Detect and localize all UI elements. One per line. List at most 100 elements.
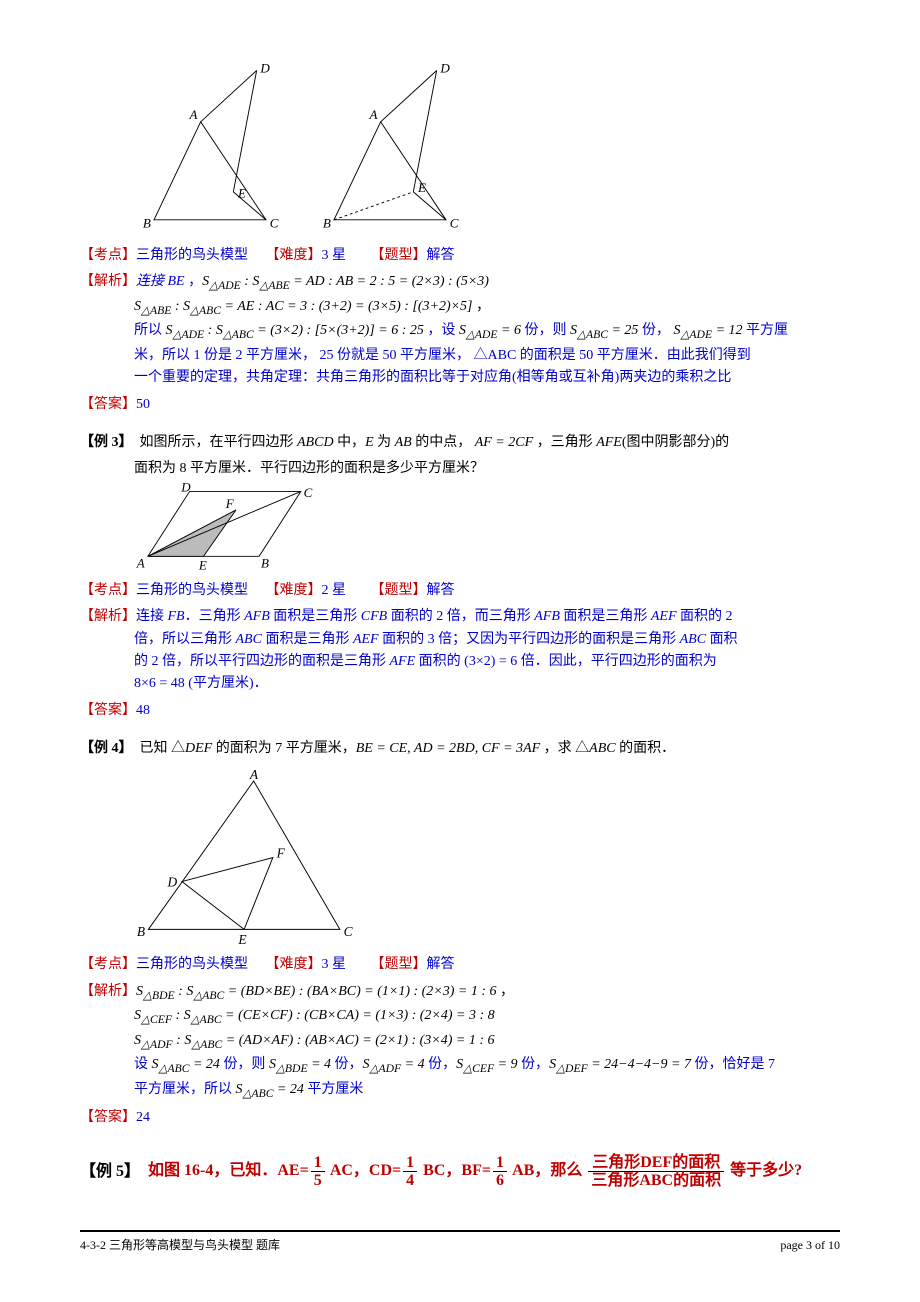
t: 面积 xyxy=(706,632,738,647)
kaodian-val: 三角形的鸟头模型 xyxy=(136,248,248,263)
t: 的面积为 7 平方厘米， xyxy=(212,741,356,756)
ex4-tags: 【考点】三角形的鸟头模型 【难度】3 星 【题型】解答 xyxy=(80,954,840,976)
t: 【考点】 xyxy=(80,957,136,972)
t: 份， xyxy=(425,1057,457,1072)
t: BC，BF= xyxy=(419,1162,491,1179)
t: 1 xyxy=(493,1154,507,1173)
svg-text:D: D xyxy=(167,875,178,890)
t: 份， xyxy=(331,1057,363,1072)
t: 的中点， xyxy=(412,435,475,450)
svg-text:E: E xyxy=(237,185,246,200)
t: 设 xyxy=(134,1057,152,1072)
t: 三角形的鸟头模型 xyxy=(136,583,248,598)
svg-text:E: E xyxy=(417,180,426,195)
svg-text:A: A xyxy=(368,107,378,122)
svg-text:B: B xyxy=(323,215,331,230)
t: 【题型】 xyxy=(371,957,427,972)
t: ，求 △ xyxy=(540,741,589,756)
svg-text:B: B xyxy=(137,925,145,940)
t: 份，则 xyxy=(220,1057,269,1072)
t: 面积的 3 倍；又因为平行四边形的面积是三角形 xyxy=(379,632,680,647)
block1-answer: 【答案】50 xyxy=(80,394,840,416)
t: 面积是三角形 xyxy=(560,609,651,624)
t: 倍，所以三角形 xyxy=(134,632,236,647)
t: 三角形DEF的面积 xyxy=(588,1154,724,1173)
ex3-q2: 面积为 8 平方厘米．平行四边形的面积是多少平方厘米？ xyxy=(134,458,840,480)
t: 解答 xyxy=(427,957,455,972)
ex4-head: 【例 4】 已知 △DEF 的面积为 7 平方厘米，BE = CE, AD = … xyxy=(80,738,840,760)
t: 面积的 (3×2) = 6 倍．因此，平行四边形的面积为 xyxy=(415,654,717,669)
svg-text:D: D xyxy=(259,60,270,75)
tixing-label: 【题型】 xyxy=(371,248,427,263)
t: AEF xyxy=(353,632,379,647)
t: ，三角形 xyxy=(533,435,596,450)
t: 如图所示，在平行四边形 xyxy=(140,435,298,450)
t: ABC xyxy=(236,632,262,647)
svg-text:C: C xyxy=(304,485,313,500)
t: 2 星 xyxy=(322,583,347,598)
t: 解答 xyxy=(427,583,455,598)
t: 等于多少? xyxy=(726,1162,802,1179)
t: 三角形ABC的面积 xyxy=(588,1172,724,1190)
t: DEF xyxy=(185,741,212,756)
svg-text:A: A xyxy=(249,770,259,782)
t: 【答案】 xyxy=(80,1110,136,1125)
t: 所以 xyxy=(134,323,166,338)
t: ，设 xyxy=(427,323,459,338)
t: 3 星 xyxy=(322,957,347,972)
t: 1 xyxy=(403,1154,417,1173)
t: 【难度】 xyxy=(266,583,322,598)
t: FB xyxy=(168,609,185,624)
kaodian-label: 【考点】 xyxy=(80,248,136,263)
t: AFE xyxy=(390,654,416,669)
t: 份， xyxy=(638,323,673,338)
ex3-label: 【例 3】 xyxy=(80,435,133,450)
t: 面积是三角形 xyxy=(262,632,353,647)
t: 【解析】 xyxy=(80,609,136,624)
t: 【解析】 xyxy=(80,984,136,999)
block1-l5: 一个重要的定理，共角定理：共角三角形的面积比等于对应角(相等角或互补角)两夹边的… xyxy=(134,367,840,389)
svg-text:D: D xyxy=(439,60,450,75)
daan-val: 50 xyxy=(136,397,150,412)
block1-eq2: S△ABE : S△ABC = AE : AC = 3 : (3+2) = (3… xyxy=(134,296,840,320)
page-footer: 4-3-2 三角形等高模型与鸟头模型 题库 page 3 of 10 xyxy=(80,1230,840,1255)
svg-text:C: C xyxy=(270,215,279,230)
svg-text:B: B xyxy=(261,555,269,570)
nandu-label: 【难度】 xyxy=(266,248,322,263)
ex3-head: 【例 3】 如图所示，在平行四边形 ABCD 中，E 为 AB 的中点， AF … xyxy=(80,432,840,454)
svg-text:C: C xyxy=(450,215,459,230)
ex4-answer: 【答案】24 xyxy=(80,1107,840,1129)
t: 5 xyxy=(311,1172,325,1190)
ex3-jx3: 的 2 倍，所以平行四边形的面积是三角形 AFE 面积的 (3×2) = 6 倍… xyxy=(134,651,840,673)
t: 面积的 2 xyxy=(677,609,733,624)
t: 为 xyxy=(374,435,395,450)
svg-text:D: D xyxy=(180,481,191,494)
ex5-label: 【例 5】 xyxy=(80,1162,140,1179)
svg-text:F: F xyxy=(225,496,235,511)
t: ， xyxy=(185,274,203,289)
figure-1: AB CD E xyxy=(140,60,280,235)
t: AEF xyxy=(651,609,677,624)
svg-text:A: A xyxy=(188,107,198,122)
t: 份，则 xyxy=(521,323,570,338)
t: 【考点】 xyxy=(80,583,136,598)
svg-text:A: A xyxy=(136,555,145,570)
t: AFB xyxy=(244,609,270,624)
svg-text:C: C xyxy=(344,925,354,940)
t: 三角形的鸟头模型 xyxy=(136,957,248,972)
figure-3-wrap: AB CD EF xyxy=(134,481,840,576)
t: ABCD xyxy=(297,435,334,450)
t: 中， xyxy=(334,435,366,450)
t: 面积是三角形 xyxy=(270,609,361,624)
t: E xyxy=(365,435,374,450)
t: 连接 xyxy=(136,609,168,624)
ex5-head: 【例 5】 如图 16-4，已知．AE=15 AC，CD=14 BC，BF=16… xyxy=(80,1154,840,1190)
t: 48 xyxy=(136,703,150,718)
ex3-jx2: 倍，所以三角形 ABC 面积是三角形 AEF 面积的 3 倍；又因为平行四边形的… xyxy=(134,629,840,651)
t: 已知 △ xyxy=(140,741,186,756)
t: 24 xyxy=(136,1110,150,1125)
t: 份， xyxy=(518,1057,550,1072)
t: 【答案】 xyxy=(80,703,136,718)
t: 如图 16-4，已知．AE= xyxy=(148,1162,309,1179)
ex4-l4: 设 S△ABC = 24 份，则 S△BDE = 4 份，S△ADF = 4 份… xyxy=(134,1054,840,1078)
